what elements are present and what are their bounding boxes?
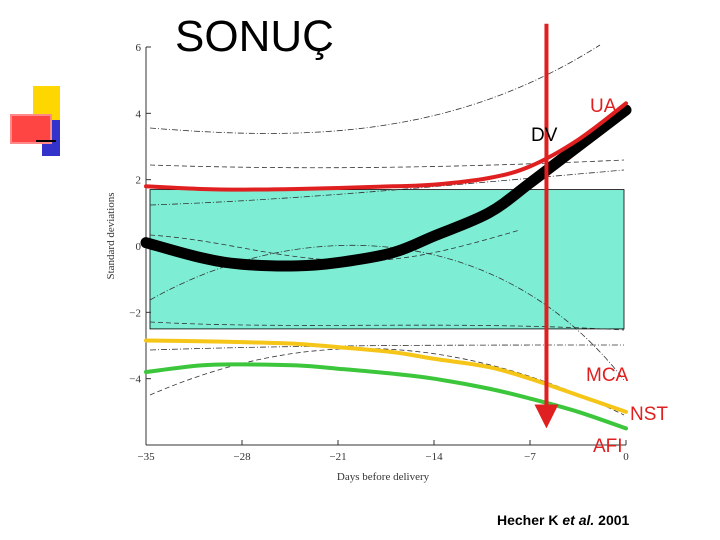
x-tick-label: −28 (233, 451, 251, 463)
y-tick-label: 4 (136, 108, 142, 120)
series-label-dv: DV (531, 125, 558, 146)
series-line-mca (144, 338, 628, 414)
y-tick-label: 6 (136, 42, 142, 54)
series-line-nst (144, 362, 628, 431)
citation-year: 2001 (594, 512, 630, 528)
series-label-afi: AFI (593, 436, 623, 457)
y-tick-label: 0 (136, 241, 142, 253)
x-tick-label: −7 (524, 451, 536, 463)
x-tick-label: −21 (329, 451, 346, 463)
x-tick-label: 0 (623, 451, 629, 463)
slide-title: SONUÇ (175, 12, 334, 61)
decorative-line (36, 140, 56, 142)
series-line-ua (140, 104, 632, 272)
x-tick-label: −35 (137, 451, 155, 463)
y-axis-title: Standard deviations (105, 192, 117, 279)
reference-curve (149, 44, 601, 134)
reference-curve (149, 344, 625, 351)
series-label-nst: NST (630, 404, 668, 425)
reference-curve (149, 169, 625, 206)
y-tick-label: −2 (129, 307, 141, 319)
series-label-ua: UA (590, 96, 617, 117)
series-line-dv (144, 101, 628, 192)
citation: Hecher K et al. 2001 (497, 512, 629, 528)
citation-etal: et al. (562, 512, 595, 528)
y-tick-label: −4 (129, 374, 141, 386)
x-axis-title: Days before delivery (337, 471, 430, 483)
reference-curve (149, 229, 521, 262)
series-label-mca: MCA (586, 365, 629, 386)
reference-curve (149, 321, 625, 331)
decorative-red-square (10, 114, 52, 144)
citation-author: Hecher K (497, 512, 563, 528)
y-tick-label: 2 (136, 175, 142, 187)
x-tick-label: −14 (425, 451, 443, 463)
